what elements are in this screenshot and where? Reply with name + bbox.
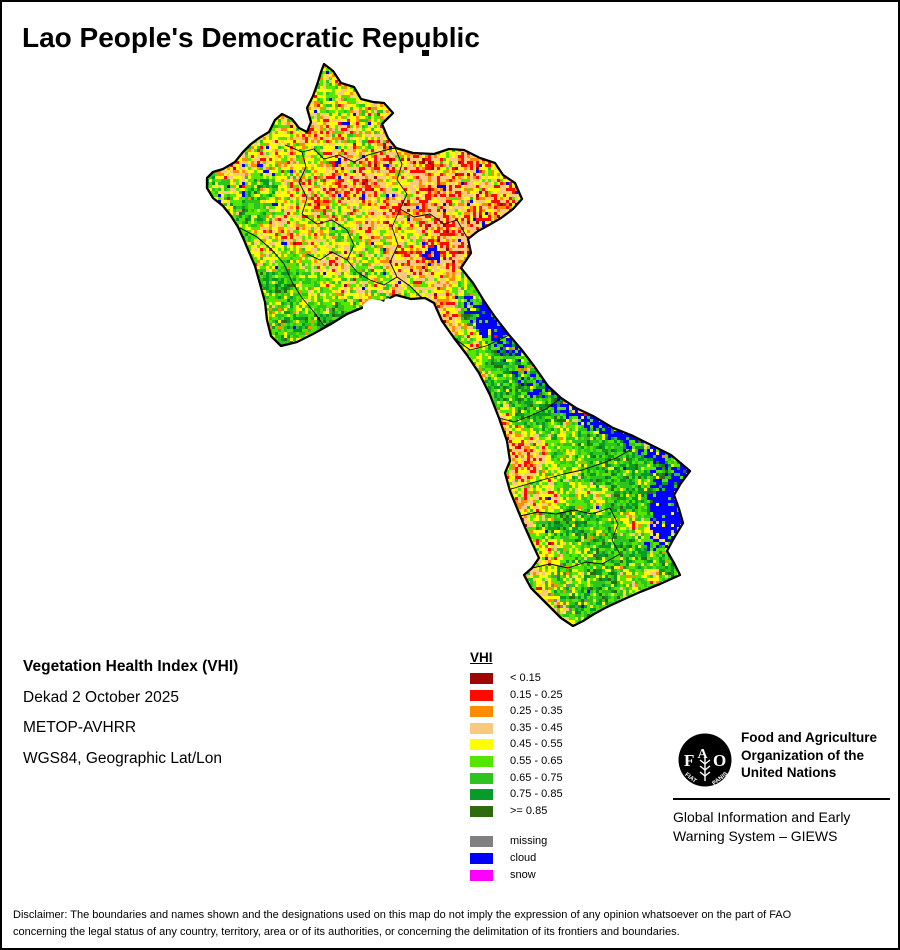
reservoir-white-patch <box>363 298 392 316</box>
fao-logo: F A O FIAT PANIS <box>678 733 732 787</box>
legend-label: 0.15 - 0.25 <box>510 688 563 701</box>
legend-label: cloud <box>510 851 537 864</box>
legend-swatch <box>470 739 493 751</box>
legend-row: snow <box>470 868 563 881</box>
legend-label: 0.25 - 0.35 <box>510 705 563 718</box>
country-border <box>205 62 692 628</box>
svg-text:F: F <box>684 751 694 770</box>
legend-swatch <box>470 689 493 701</box>
legend-swatch <box>470 805 493 817</box>
legend-row: 0.25 - 0.35 <box>470 705 563 718</box>
fao-name: Food and Agriculture Organization of the… <box>741 730 877 781</box>
map-info-block: Vegetation Health Index (VHI) Dekad 2 Oc… <box>23 652 238 774</box>
svg-text:A: A <box>698 747 709 762</box>
legend-swatch <box>470 673 493 684</box>
legend-label: snow <box>510 868 536 881</box>
info-projection: WGS84, Geographic Lat/Lon <box>23 749 223 767</box>
legend-swatch <box>470 722 493 734</box>
legend-row: < 0.15 <box>470 673 563 684</box>
stray-mark <box>422 50 429 56</box>
legend-label: < 0.15 <box>510 672 541 684</box>
info-dekad: Dekad 2 October 2025 <box>23 688 179 706</box>
vhi-raster-layer <box>207 65 689 626</box>
legend-swatch <box>470 772 493 784</box>
legend-class-list: < 0.15 0.15 - 0.25 0.25 - 0.35 0.35 - 0.45 0… <box>470 673 563 817</box>
fao-divider <box>673 798 890 800</box>
legend-label: missing <box>510 834 548 847</box>
legend-row: 0.45 - 0.55 <box>470 738 563 751</box>
disclaimer: Disclaimer: The boundaries and names sho… <box>13 909 792 938</box>
legend-label: >= 0.85 <box>510 804 548 817</box>
wheat-ear-icon <box>699 757 711 781</box>
legend-label: 0.35 - 0.45 <box>510 721 563 734</box>
legend-row: 0.65 - 0.75 <box>470 771 563 784</box>
legend-flag-list: missing cloud snow <box>470 834 563 881</box>
legend-row: missing <box>470 834 563 847</box>
legend-label: 0.55 - 0.65 <box>510 754 563 767</box>
legend-swatch <box>470 706 493 718</box>
info-product: Vegetation Health Index (VHI) <box>23 658 239 675</box>
legend-row: cloud <box>470 851 563 864</box>
province-boundaries <box>239 144 631 569</box>
legend-swatch <box>470 852 493 864</box>
legend-row: 0.75 - 0.85 <box>470 788 563 801</box>
legend-row: 0.35 - 0.45 <box>470 721 563 734</box>
legend-swatch <box>470 789 493 801</box>
info-sensor: METOP-AVHRR <box>23 719 137 737</box>
legend-swatch <box>470 755 493 767</box>
legend-swatch <box>470 835 493 847</box>
legend-swatch <box>470 869 493 881</box>
svg-text:O: O <box>713 751 726 770</box>
giews-label: Global Information and Early Warning Sys… <box>673 809 851 844</box>
legend-label: 0.75 - 0.85 <box>510 788 563 801</box>
legend-label: 0.65 - 0.75 <box>510 771 563 784</box>
legend-row: >= 0.85 <box>470 804 563 817</box>
legend: VHI < 0.15 0.15 - 0.25 0.25 - 0.35 0.35 - 0… <box>470 650 563 887</box>
page-title: Lao People's Democratic Republic <box>22 22 480 53</box>
legend-row: 0.55 - 0.65 <box>470 754 563 767</box>
legend-title: VHI <box>470 650 493 665</box>
legend-row: 0.15 - 0.25 <box>470 688 563 701</box>
legend-label: 0.45 - 0.55 <box>510 738 563 751</box>
